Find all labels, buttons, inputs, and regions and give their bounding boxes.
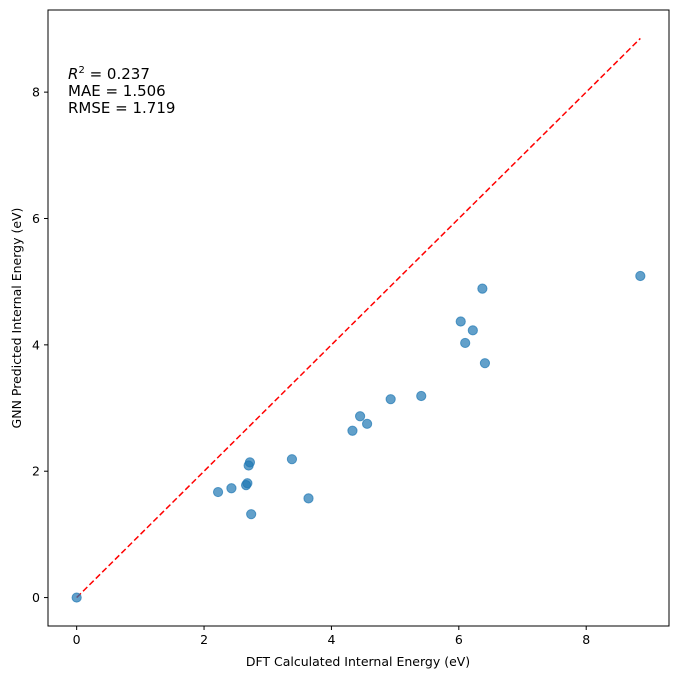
data-point-1 [212, 486, 224, 498]
y-tick-label: 8 [32, 85, 40, 100]
x-tick-label: 6 [455, 632, 463, 647]
data-point-16 [460, 337, 471, 349]
y-tick-label: 4 [32, 337, 40, 352]
y-axis-label: GNN Predicted Internal Energy (eV) [9, 208, 24, 429]
r2-symbol: R [68, 65, 78, 83]
r2-annotation: R2 = 0.237 [68, 65, 150, 83]
data-point-9 [303, 493, 314, 504]
rmse-annotation: RMSE = 1.719 [68, 99, 175, 117]
plot-marks [71, 37, 646, 603]
parity-line [76, 37, 641, 599]
axis-ticks: 0 2 4 6 8 0 2 4 6 8 [32, 85, 590, 647]
plot-frame [47, 9, 670, 627]
x-axis-label: DFT Calculated Internal Energy (eV) [246, 654, 470, 669]
x-tick-label: 2 [200, 632, 208, 647]
y-tick-label: 6 [32, 211, 40, 226]
x-tick-label: 4 [327, 632, 335, 647]
data-point-8 [286, 454, 298, 465]
data-point-18 [477, 283, 488, 294]
y-tick-label: 2 [32, 464, 40, 479]
data-point-15 [455, 316, 466, 327]
x-tick-label: 0 [73, 632, 81, 647]
data-point-6 [244, 457, 256, 468]
data-point-12 [361, 418, 373, 429]
data-point-17 [467, 325, 478, 336]
data-point-11 [354, 411, 366, 422]
data-point-0 [71, 592, 82, 603]
data-point-4 [242, 478, 253, 489]
data-point-13 [385, 394, 396, 405]
data-point-2 [226, 483, 237, 494]
x-tick-label: 8 [582, 632, 590, 647]
data-point-14 [416, 390, 427, 402]
data-point-10 [347, 425, 358, 436]
r2-exponent: 2 [78, 65, 84, 76]
y-tick-label: 0 [32, 590, 40, 605]
data-point-20 [635, 270, 646, 282]
mae-annotation: MAE = 1.506 [68, 82, 166, 100]
data-point-19 [479, 358, 491, 369]
r2-value: = 0.237 [85, 65, 150, 83]
data-point-7 [246, 509, 257, 520]
